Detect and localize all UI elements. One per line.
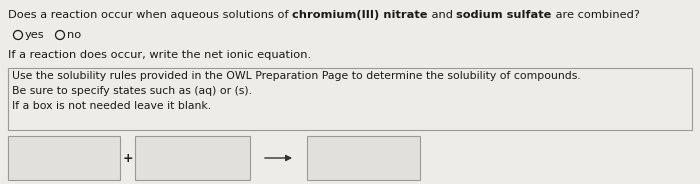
- Bar: [307, 136, 420, 180]
- Text: no: no: [66, 31, 80, 40]
- Text: If a box is not needed leave it blank.: If a box is not needed leave it blank.: [12, 101, 211, 111]
- Text: +: +: [122, 151, 133, 164]
- Text: yes: yes: [25, 31, 44, 40]
- Bar: [8, 68, 692, 130]
- Text: and: and: [428, 10, 456, 20]
- Text: Does a reaction occur when aqueous solutions of: Does a reaction occur when aqueous solut…: [8, 10, 293, 20]
- Bar: [135, 136, 250, 180]
- Text: If a reaction does occur, write the net ionic equation.: If a reaction does occur, write the net …: [8, 50, 311, 60]
- Bar: [8, 136, 120, 180]
- Text: are combined?: are combined?: [552, 10, 640, 20]
- Text: chromium(III) nitrate: chromium(III) nitrate: [293, 10, 428, 20]
- Text: Use the solubility rules provided in the OWL Preparation Page to determine the s: Use the solubility rules provided in the…: [12, 71, 581, 81]
- Text: Be sure to specify states such as (aq) or (s).: Be sure to specify states such as (aq) o…: [12, 86, 252, 96]
- Text: sodium sulfate: sodium sulfate: [456, 10, 552, 20]
